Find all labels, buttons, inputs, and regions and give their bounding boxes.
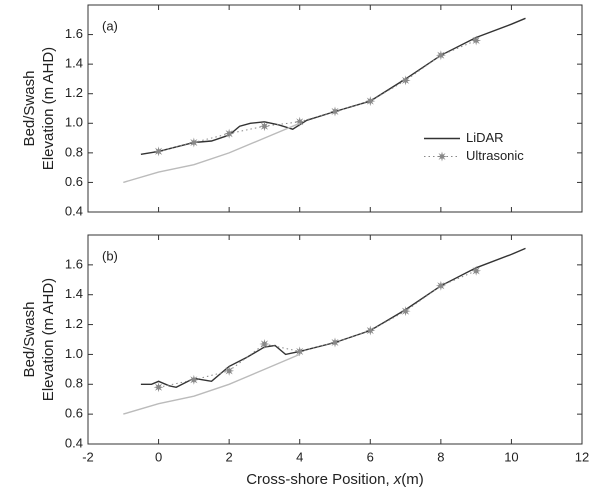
x-axis-label-part: x [393,471,402,488]
ultrasonic-marker [259,121,270,132]
series-line [123,122,300,184]
x-tick-label: 6 [367,449,374,464]
x-tick-label: 8 [437,449,444,464]
ultrasonic-marker [471,265,482,276]
ultrasonic-marker [188,137,199,148]
ultrasonic-marker [224,365,235,376]
panel-label: (b) [102,248,118,263]
ultrasonic-marker [259,339,270,349]
y-tick-label: 1.6 [65,256,83,271]
y-tick-label: 1.4 [65,56,83,71]
x-tick-label: -2 [82,449,94,464]
y-tick-label: 1.6 [65,26,83,41]
ultrasonic-marker [153,146,164,157]
legend-label: LiDAR [466,130,504,145]
y-tick-label: 1.4 [65,286,83,301]
series-line [123,353,300,415]
ultrasonic-marker [330,337,340,348]
series-line [158,270,477,388]
legend-label: Ultrasonic [466,148,524,163]
series-line [140,247,526,389]
x-axis-label-part: Cross-shore Position, [246,471,394,488]
ultrasonic-marker [365,325,376,336]
y-tick-label: 1.2 [65,316,83,331]
ultrasonic-marker [224,128,235,139]
x-tick-label: 2 [226,449,233,464]
y-axis-label: Elevation (m AHD) [40,278,57,401]
y-tick-label: 1.0 [65,346,83,361]
y-tick-label: 0.8 [65,376,83,391]
y-tick-label: 0.6 [65,174,83,189]
plot-frame [87,4,583,213]
ultrasonic-marker [294,346,305,357]
x-tick-label: 10 [504,449,518,464]
series-line [158,40,477,152]
legend-marker [437,151,447,162]
ultrasonic-marker [153,382,164,393]
ultrasonic-marker [400,75,411,86]
y-axis-label: Bed/Swash [21,71,38,147]
y-axis-label: Elevation (m AHD) [40,47,57,170]
x-tick-label: 12 [575,449,589,464]
x-axis-label-part: (m) [401,471,424,488]
y-tick-label: 0.4 [65,435,83,450]
y-tick-label: 1.2 [65,85,83,100]
x-tick-label: 0 [155,449,162,464]
y-tick-label: 0.8 [65,144,83,159]
y-tick-label: 0.6 [65,406,83,421]
panel-label: (a) [102,18,118,33]
ultrasonic-marker [330,106,340,117]
y-tick-label: 0.4 [65,203,83,218]
x-tick-label: 4 [296,449,303,464]
ultrasonic-marker [188,374,199,385]
y-tick-label: 1.0 [65,115,83,130]
ultrasonic-marker [435,280,446,291]
y-axis-label: Bed/Swash [21,302,38,378]
plot-frame [87,234,583,445]
ultrasonic-marker [435,50,446,61]
x-axis-label: Cross-shore Position, x(m) [246,471,424,488]
ultrasonic-marker [365,96,376,107]
ultrasonic-marker [471,35,482,46]
ultrasonic-marker [400,306,411,317]
